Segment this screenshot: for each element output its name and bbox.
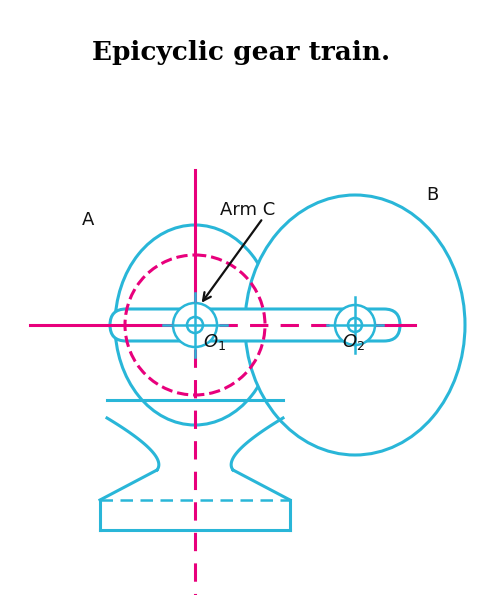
Ellipse shape: [245, 195, 465, 455]
Circle shape: [187, 317, 203, 333]
Text: Epicyclic gear train.: Epicyclic gear train.: [92, 39, 390, 64]
Text: $O_1$: $O_1$: [203, 332, 226, 352]
Circle shape: [173, 303, 217, 347]
FancyBboxPatch shape: [110, 309, 400, 341]
Ellipse shape: [115, 225, 275, 425]
Circle shape: [348, 318, 362, 332]
Text: A: A: [82, 211, 94, 229]
Text: B: B: [426, 186, 438, 204]
Text: $O_2$: $O_2$: [342, 332, 365, 352]
Circle shape: [335, 305, 375, 345]
Text: Arm C: Arm C: [220, 201, 276, 219]
